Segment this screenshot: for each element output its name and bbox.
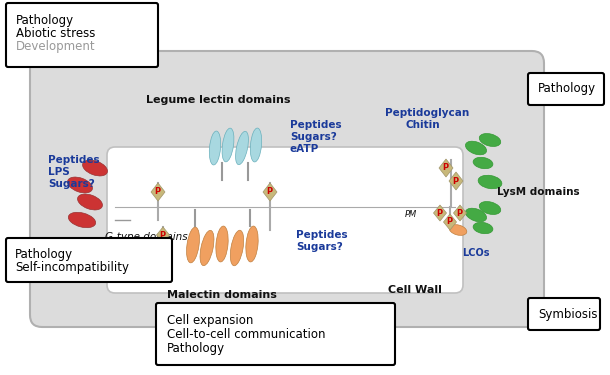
Text: Development: Development	[16, 40, 96, 53]
Polygon shape	[151, 183, 165, 201]
Ellipse shape	[216, 226, 228, 262]
Ellipse shape	[82, 160, 107, 176]
Ellipse shape	[200, 230, 214, 266]
Text: Peptidoglycan: Peptidoglycan	[385, 108, 469, 118]
Polygon shape	[434, 205, 447, 221]
Ellipse shape	[449, 225, 467, 236]
Ellipse shape	[68, 212, 96, 228]
Text: G-type domains: G-type domains	[105, 232, 188, 242]
FancyBboxPatch shape	[156, 303, 395, 365]
Ellipse shape	[187, 227, 199, 263]
Text: Peptides: Peptides	[48, 155, 99, 165]
Polygon shape	[157, 227, 170, 243]
Text: P: P	[159, 231, 165, 240]
Text: Legume lectin domains: Legume lectin domains	[146, 95, 290, 105]
Ellipse shape	[209, 131, 221, 165]
Ellipse shape	[478, 175, 502, 189]
Text: Sugars?: Sugars?	[296, 242, 343, 252]
Text: P: P	[456, 209, 462, 218]
Ellipse shape	[250, 128, 262, 162]
Text: P: P	[442, 164, 448, 172]
FancyBboxPatch shape	[528, 298, 600, 330]
Text: Pathology: Pathology	[15, 248, 73, 261]
Ellipse shape	[465, 141, 487, 155]
Text: Peptides: Peptides	[290, 120, 342, 130]
Polygon shape	[263, 183, 277, 201]
Text: PM: PM	[405, 210, 417, 219]
Ellipse shape	[68, 177, 93, 193]
Text: P: P	[452, 177, 458, 186]
Ellipse shape	[231, 230, 243, 266]
Ellipse shape	[473, 222, 493, 234]
Ellipse shape	[246, 226, 258, 262]
Polygon shape	[439, 159, 453, 177]
Text: Malectin domains: Malectin domains	[167, 290, 277, 300]
Text: LPS: LPS	[48, 167, 70, 177]
Polygon shape	[443, 214, 456, 230]
Text: Symbiosis: Symbiosis	[538, 308, 598, 321]
Polygon shape	[453, 205, 467, 221]
Ellipse shape	[465, 208, 487, 222]
Text: P: P	[436, 209, 442, 218]
FancyBboxPatch shape	[107, 147, 463, 293]
Text: P: P	[266, 188, 272, 196]
Ellipse shape	[479, 134, 501, 147]
Text: eATP: eATP	[290, 144, 319, 154]
Ellipse shape	[235, 131, 248, 165]
Text: Chitin: Chitin	[405, 120, 440, 130]
Polygon shape	[449, 172, 463, 190]
Text: Cell Wall: Cell Wall	[388, 285, 442, 295]
Text: Abiotic stress: Abiotic stress	[16, 27, 95, 40]
Text: Pathology: Pathology	[538, 82, 596, 95]
Text: Cell-to-cell communication: Cell-to-cell communication	[167, 328, 326, 341]
Text: LysM domains: LysM domains	[497, 187, 580, 197]
FancyBboxPatch shape	[528, 73, 604, 105]
Ellipse shape	[479, 201, 501, 214]
Ellipse shape	[77, 194, 102, 210]
Text: Pathology: Pathology	[16, 14, 74, 27]
Ellipse shape	[473, 157, 493, 169]
Ellipse shape	[222, 128, 234, 162]
Text: Sugars?: Sugars?	[48, 179, 95, 189]
Text: LCOs: LCOs	[462, 248, 489, 258]
FancyBboxPatch shape	[6, 3, 158, 67]
Text: Peptides: Peptides	[296, 230, 348, 240]
Text: P: P	[154, 188, 160, 196]
Text: Pathology: Pathology	[167, 342, 225, 355]
Text: Self-incompatibility: Self-incompatibility	[15, 261, 129, 274]
FancyBboxPatch shape	[30, 51, 544, 327]
Text: P: P	[446, 217, 452, 226]
Text: Cell expansion: Cell expansion	[167, 314, 253, 327]
Text: Sugars?: Sugars?	[290, 132, 337, 142]
FancyBboxPatch shape	[6, 238, 172, 282]
